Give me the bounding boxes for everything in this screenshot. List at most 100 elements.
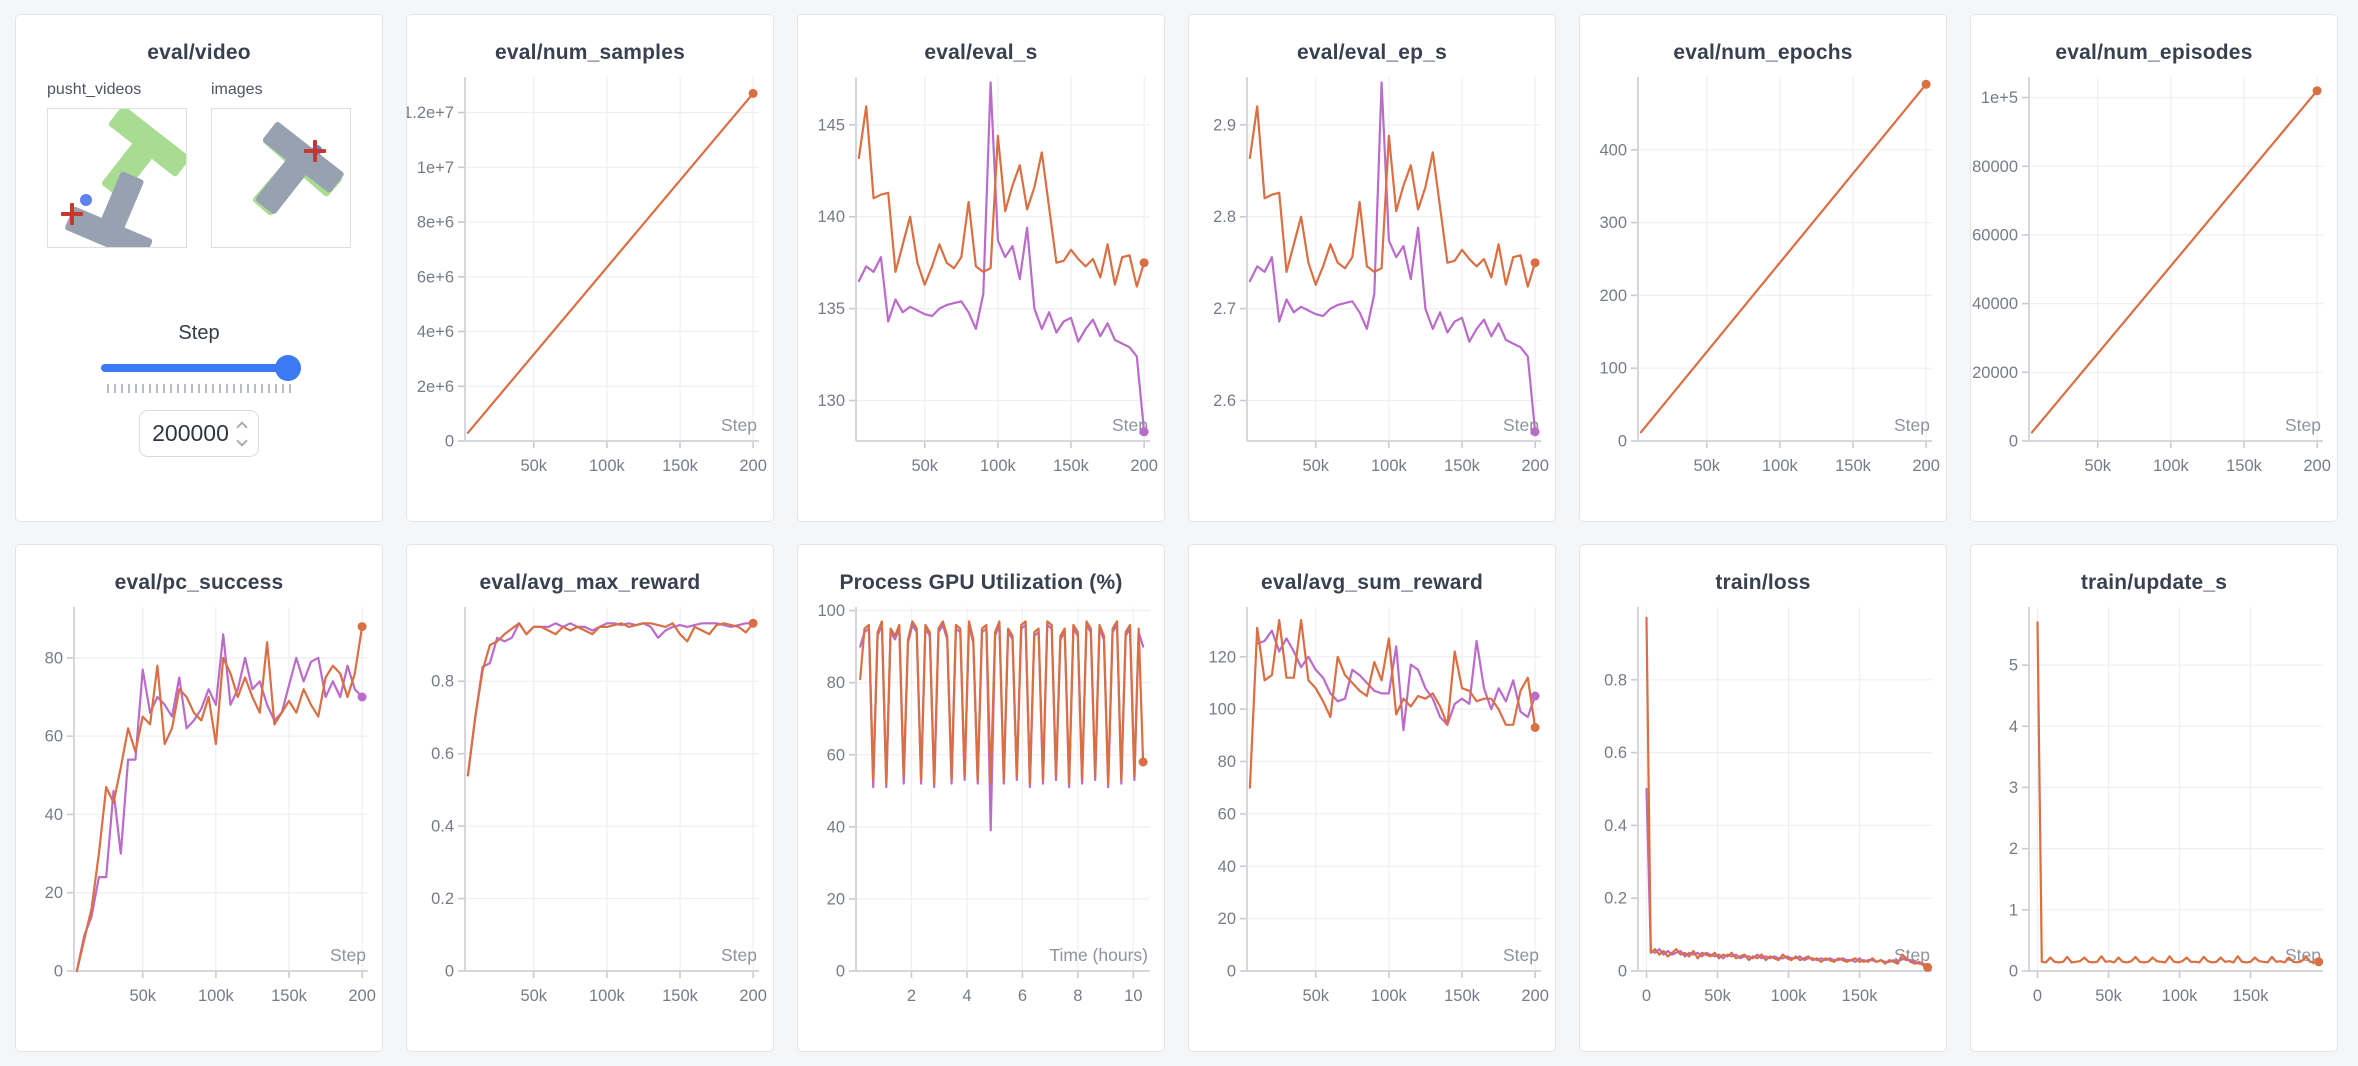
- svg-text:0.2: 0.2: [1604, 890, 1627, 908]
- svg-text:8: 8: [1073, 987, 1082, 1005]
- goal-cross-icon: [61, 203, 83, 225]
- svg-text:150k: 150k: [1444, 457, 1481, 475]
- svg-text:0: 0: [2009, 433, 2018, 451]
- svg-text:6: 6: [1018, 987, 1027, 1005]
- increment-icon[interactable]: [236, 420, 248, 433]
- svg-text:2.7: 2.7: [1213, 300, 1236, 318]
- svg-text:200: 200: [1599, 287, 1627, 305]
- svg-text:150k: 150k: [1053, 457, 1090, 475]
- svg-text:100: 100: [1208, 701, 1236, 719]
- svg-text:40: 40: [45, 806, 63, 824]
- svg-text:2.8: 2.8: [1213, 208, 1236, 226]
- svg-text:0.4: 0.4: [1604, 817, 1627, 835]
- step-slider-track[interactable]: [101, 364, 293, 372]
- chart-train-update-s[interactable]: 0 50k 100k 150k 0 1 2 3 4 5 Step: [1971, 599, 2338, 1029]
- svg-text:50k: 50k: [1302, 987, 1329, 1005]
- svg-text:20: 20: [1218, 910, 1236, 928]
- svg-text:100k: 100k: [2162, 987, 2199, 1005]
- svg-text:1.2e+7: 1.2e+7: [407, 104, 454, 122]
- svg-text:60: 60: [45, 728, 63, 746]
- svg-text:1e+5: 1e+5: [1981, 89, 2018, 107]
- svg-text:4: 4: [962, 987, 971, 1005]
- svg-text:Step: Step: [721, 415, 757, 435]
- image-thumbnail[interactable]: [211, 108, 351, 248]
- chart-eval-avg-sum-reward[interactable]: 50k 100k 150k 200 0 20 40 60 80 100 120 Step: [1189, 599, 1556, 1029]
- svg-text:200: 200: [348, 987, 376, 1005]
- step-slider[interactable]: [101, 355, 301, 381]
- svg-text:150k: 150k: [1444, 987, 1481, 1005]
- svg-text:200: 200: [2303, 457, 2331, 475]
- svg-text:20: 20: [827, 890, 845, 908]
- svg-text:10: 10: [1124, 987, 1142, 1005]
- svg-text:Step: Step: [1894, 415, 1930, 435]
- svg-text:2: 2: [2009, 840, 2018, 858]
- panel-eval-pc-success: eval/pc_success 50k 100k 150k 200 0 20 40 60 80 S…: [15, 544, 383, 1052]
- svg-text:2.6: 2.6: [1213, 392, 1236, 410]
- svg-text:0: 0: [445, 433, 454, 451]
- svg-text:0: 0: [2009, 963, 2018, 981]
- step-slider-label: Step: [178, 322, 220, 344]
- chart-eval-num-epochs[interactable]: 50k 100k 150k 200 0 100 200 300 400 Step: [1580, 69, 1947, 499]
- svg-text:Step: Step: [721, 945, 757, 965]
- svg-text:50k: 50k: [2095, 987, 2122, 1005]
- chart-eval-eval-ep-s[interactable]: 50k 100k 150k 200 2.6 2.7 2.8 2.9 Step: [1189, 69, 1556, 499]
- step-value-input[interactable]: 200000: [139, 410, 259, 457]
- svg-text:0.8: 0.8: [1604, 671, 1627, 689]
- svg-text:200: 200: [1521, 457, 1549, 475]
- panel-title: eval/avg_max_reward: [479, 571, 701, 594]
- panel-eval-num-episodes: eval/num_episodes 50k 100k 150k 200 0 20000 40…: [1970, 14, 2338, 522]
- svg-text:0: 0: [1227, 963, 1236, 981]
- chart-eval-pc-success[interactable]: 50k 100k 150k 200 0 20 40 60 80 Step: [16, 599, 383, 1029]
- svg-text:100k: 100k: [1371, 457, 1408, 475]
- svg-text:20000: 20000: [1972, 364, 2018, 382]
- svg-text:150k: 150k: [2233, 987, 2270, 1005]
- svg-text:50k: 50k: [911, 457, 938, 475]
- chart-eval-num-samples[interactable]: 50k 100k 150k 200 0 2e+6 4e+6 6e+6 8e+6 1e+7 1.2e+…: [407, 69, 774, 499]
- svg-text:145: 145: [817, 116, 845, 134]
- step-slider-ticks: [107, 384, 291, 393]
- svg-text:100k: 100k: [1371, 987, 1408, 1005]
- decrement-icon[interactable]: [236, 434, 248, 447]
- svg-text:2: 2: [907, 987, 916, 1005]
- svg-text:200: 200: [739, 987, 767, 1005]
- svg-text:Step: Step: [330, 945, 366, 965]
- panel-title: eval/avg_sum_reward: [1260, 571, 1484, 594]
- svg-text:4e+6: 4e+6: [417, 323, 454, 341]
- step-value[interactable]: 200000: [152, 420, 229, 446]
- svg-text:Step: Step: [1503, 415, 1539, 435]
- svg-text:100k: 100k: [1762, 457, 1799, 475]
- chart-train-loss[interactable]: 0 50k 100k 150k 0 0.2 0.4 0.6 0.8 Step: [1580, 599, 1947, 1029]
- svg-text:50k: 50k: [1302, 457, 1329, 475]
- step-slider-thumb[interactable]: [275, 355, 301, 381]
- panel-title: eval/num_samples: [495, 41, 685, 64]
- svg-text:0.8: 0.8: [431, 673, 454, 691]
- svg-text:60000: 60000: [1972, 226, 2018, 244]
- goal-cross-icon: [304, 140, 326, 162]
- svg-text:200: 200: [1130, 457, 1158, 475]
- panel-title: train/loss: [1715, 571, 1811, 594]
- chart-eval-eval-s[interactable]: 50k 100k 150k 200 130 135 140 145 Step: [798, 69, 1165, 499]
- svg-text:8e+6: 8e+6: [417, 214, 454, 232]
- svg-text:100k: 100k: [980, 457, 1017, 475]
- svg-text:80: 80: [1218, 753, 1236, 771]
- svg-text:100k: 100k: [2153, 457, 2190, 475]
- svg-text:80000: 80000: [1972, 158, 2018, 176]
- panel-title: eval/eval_ep_s: [1297, 41, 1447, 64]
- svg-text:150k: 150k: [1842, 987, 1879, 1005]
- svg-text:Step: Step: [1894, 945, 1930, 965]
- svg-text:0.6: 0.6: [1604, 744, 1627, 762]
- svg-text:40: 40: [1218, 858, 1236, 876]
- panel-eval-num-epochs: eval/num_epochs 50k 100k 150k 200 0 100 200 300…: [1579, 14, 1947, 522]
- panel-train-loss: train/loss 0 50k 100k 150k 0 0.2 0.4 0.6 0.8 Step: [1579, 544, 1947, 1052]
- svg-text:1e+7: 1e+7: [417, 159, 454, 177]
- chart-eval-avg-max-reward[interactable]: 50k 100k 150k 200 0 0.2 0.4 0.6 0.8 Step: [407, 599, 774, 1029]
- panel-title: eval/pc_success: [114, 571, 284, 594]
- svg-text:135: 135: [817, 300, 845, 318]
- panel-eval-video: eval/video pusht_videos images: [15, 14, 383, 522]
- svg-text:40000: 40000: [1972, 295, 2018, 313]
- svg-text:100k: 100k: [589, 987, 626, 1005]
- svg-text:100k: 100k: [589, 457, 626, 475]
- chart-eval-num-episodes[interactable]: 50k 100k 150k 200 0 20000 40000 60000 80000 1e+5 S…: [1971, 69, 2338, 499]
- video-thumbnail-pusht[interactable]: [47, 108, 187, 248]
